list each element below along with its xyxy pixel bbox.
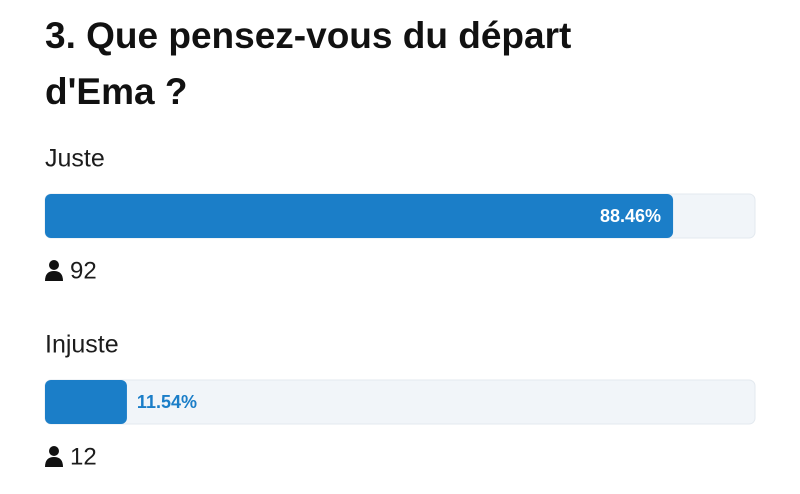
- percent-label: 11.54%: [137, 392, 197, 412]
- option-label: Injuste: [45, 331, 119, 359]
- percent-label: 88.46%: [600, 206, 661, 226]
- icon-body: [45, 271, 63, 281]
- user-icon: [45, 260, 63, 281]
- vote-count: 12: [70, 443, 97, 470]
- vote-count: 92: [70, 257, 97, 284]
- icon-body: [45, 457, 63, 467]
- question-title: 3. Que pensez-vous du départ d'Ema ?: [45, 15, 572, 112]
- bar-fill: [45, 194, 674, 238]
- icon-head: [49, 260, 59, 270]
- icon-head: [49, 446, 59, 456]
- option-label: Juste: [45, 145, 105, 173]
- user-icon: [45, 446, 63, 467]
- bar-fill: [45, 380, 127, 424]
